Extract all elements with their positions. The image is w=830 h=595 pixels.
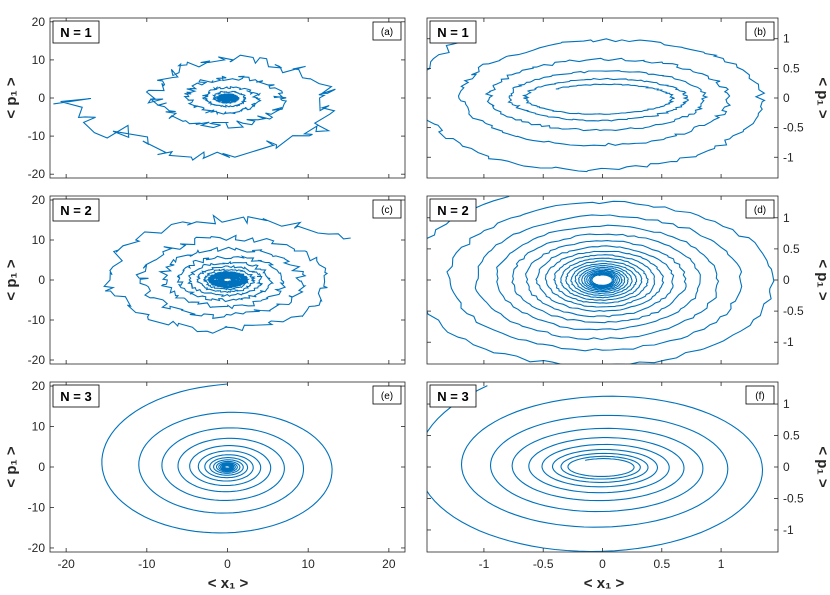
x-tick-label-f: 0.5 <box>653 557 670 571</box>
n-label-box-d <box>429 198 477 222</box>
n-label-box-b <box>429 20 477 44</box>
y-tick-label-b: -0.5 <box>783 121 804 135</box>
panel-label-box-d <box>745 199 775 219</box>
n-label-a: N = 1 <box>60 25 91 40</box>
n-label-box-f <box>429 384 477 408</box>
trajectory-line-f <box>427 385 764 552</box>
y-axis-label-d: < p₁ > <box>814 259 830 300</box>
panel-label-box-f <box>745 385 775 405</box>
panel-d: -1 -0.5 0 0.5 1 < p₁ > N = 2 (d) <box>426 195 830 365</box>
axes-frame-e <box>49 381 406 553</box>
y-tick-label-e: 10 <box>32 420 46 434</box>
y-tick-label-c: 20 <box>32 193 46 207</box>
n-label-d: N = 2 <box>437 203 468 218</box>
axes-frame-b <box>426 17 779 179</box>
x-tick-label-f: 1 <box>718 557 725 571</box>
y-tick-label-d: -0.5 <box>783 304 804 318</box>
x-axis-label-right: < x₁ > <box>584 575 625 592</box>
x-tick-label-f: -0.5 <box>533 557 554 571</box>
y-tick-label-a: 20 <box>32 15 46 29</box>
n-label-box-a <box>52 20 100 44</box>
trajectory-line-c <box>103 214 351 334</box>
y-tick-label-b: 0 <box>783 91 790 105</box>
y-tick-label-e: 20 <box>32 379 46 393</box>
n-label-c: N = 2 <box>60 203 91 218</box>
y-tick-label-d: 1 <box>783 211 790 225</box>
y-tick-label-b: 1 <box>783 32 790 46</box>
y-tick-label-a: -10 <box>28 129 46 143</box>
panel-c: -20 -10 0 10 20 < p₁ > N = 2 (c) <box>3 193 406 367</box>
y-tick-label-f: 1 <box>783 397 790 411</box>
y-tick-label-d: 0 <box>783 273 790 287</box>
panel-label-d: (d) <box>754 205 766 216</box>
trajectory-line-b <box>427 38 766 173</box>
panel-label-e: (e) <box>381 391 393 402</box>
x-tick-label-e: -20 <box>57 557 75 571</box>
panel-label-a: (a) <box>381 27 393 38</box>
y-tick-label-c: -20 <box>28 353 46 367</box>
y-tick-label-f: -1 <box>783 523 794 537</box>
y-axis-label-b: < p₁ > <box>814 77 830 118</box>
y-tick-label-c: -10 <box>28 313 46 327</box>
trajectory-line-e <box>101 383 333 534</box>
y-tick-label-f: -0.5 <box>783 491 804 505</box>
x-tick-label-f: 0 <box>599 557 606 571</box>
panel-e: -20 -10 0 10 20 -20 -10 0 10 20 < p₁ > N = 3 (e) <box>3 379 406 571</box>
trajectory-line-d <box>427 196 775 364</box>
y-axis-label-a: < p₁ > <box>3 77 20 118</box>
y-tick-label-d: -1 <box>783 335 794 349</box>
n-label-box-e <box>52 384 100 408</box>
panel-label-box-a <box>372 21 402 41</box>
panel-f: -1 -0.5 0 0.5 1 -1 -0.5 0 0.5 1 < p₁ > N = 3 (f) <box>426 381 830 571</box>
y-tick-label-f: 0.5 <box>783 429 800 443</box>
panel-label-box-e <box>372 385 402 405</box>
y-tick-label-f: 0 <box>783 460 790 474</box>
y-tick-label-e: 0 <box>38 460 45 474</box>
y-tick-label-a: 0 <box>38 91 45 105</box>
y-tick-label-a: -20 <box>28 167 46 181</box>
panel-label-box-b <box>745 21 775 41</box>
y-tick-label-a: 10 <box>32 53 46 67</box>
panel-a: -20 -10 0 10 20 < p₁ > N = 1 (a) <box>3 15 406 181</box>
x-tick-label-f: -1 <box>479 557 490 571</box>
axes-frame-f <box>426 381 779 553</box>
y-axis-label-e: < p₁ > <box>3 446 20 487</box>
panel-label-f: (f) <box>755 391 764 402</box>
panel-label-c: (c) <box>381 205 393 216</box>
panel-label-b: (b) <box>754 27 766 38</box>
panel-b: -1 -0.5 0 0.5 1 < p₁ > N = 1 (b) <box>426 17 830 179</box>
x-tick-label-e: -10 <box>138 557 156 571</box>
x-tick-label-e: 10 <box>302 557 316 571</box>
y-tick-label-e: -20 <box>28 541 46 555</box>
y-axis-label-f: < p₁ > <box>814 446 830 487</box>
trajectory-line-a <box>53 54 336 161</box>
x-tick-label-e: 20 <box>382 557 396 571</box>
y-tick-label-b: -1 <box>783 150 794 164</box>
y-tick-label-d: 0.5 <box>783 242 800 256</box>
n-label-e: N = 3 <box>60 389 91 404</box>
n-label-box-c <box>52 198 100 222</box>
y-tick-label-e: -10 <box>28 500 46 514</box>
y-tick-label-c: 0 <box>38 273 45 287</box>
y-tick-label-c: 10 <box>32 233 46 247</box>
panel-label-box-c <box>372 199 402 219</box>
x-axis-label-left: < x₁ > <box>208 575 249 592</box>
n-label-b: N = 1 <box>437 25 468 40</box>
y-axis-label-c: < p₁ > <box>3 259 20 300</box>
n-label-f: N = 3 <box>437 389 468 404</box>
y-tick-label-b: 0.5 <box>783 61 800 75</box>
x-tick-label-e: 0 <box>224 557 231 571</box>
